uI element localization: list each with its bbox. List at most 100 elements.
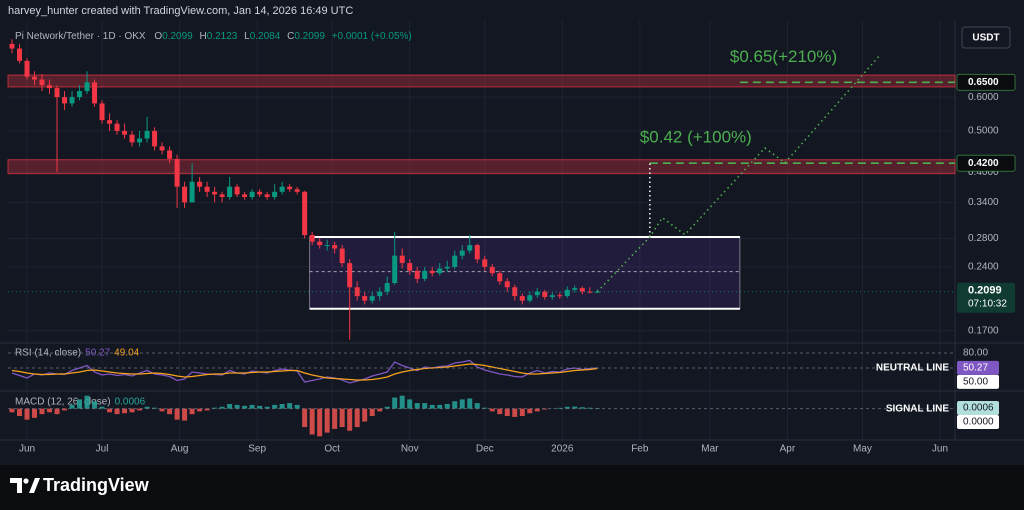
pane-value-tag: [957, 360, 999, 375]
candle-body: [107, 120, 113, 124]
candle-body: [437, 268, 443, 274]
candle-body: [279, 186, 285, 192]
histogram-bar: [144, 406, 150, 409]
open-value: 0.2099: [162, 31, 193, 42]
x-tick-label: Nov: [401, 444, 419, 455]
candle-body: [54, 88, 60, 98]
histogram-bar: [279, 404, 285, 409]
indicator-line: [11, 363, 598, 381]
candle-body: [197, 181, 203, 187]
candle-body: [39, 79, 45, 86]
histogram-bar: [219, 406, 225, 409]
x-tick-label: 2026: [551, 444, 574, 455]
footer-background: [0, 465, 1024, 510]
candle-body: [32, 76, 38, 80]
histogram-bar: [69, 404, 75, 409]
candle-body: [519, 296, 525, 301]
histogram-bar: [519, 408, 525, 416]
histogram-bar: [557, 407, 563, 409]
histogram-bar: [354, 408, 360, 428]
candle-body: [9, 43, 15, 49]
candle-body: [92, 82, 98, 104]
candle-body: [294, 189, 300, 192]
candle-body: [459, 250, 465, 256]
histogram-bar: [129, 408, 135, 413]
candle-body: [504, 281, 510, 288]
histogram-bar: [39, 408, 45, 415]
close-value: 0.2099: [294, 31, 325, 42]
histogram-bar: [137, 408, 143, 411]
histogram-bar: [257, 405, 263, 409]
histogram-bar: [369, 408, 375, 416]
candle-body: [399, 255, 405, 264]
candle-body: [264, 194, 270, 198]
candle-body: [129, 134, 135, 143]
histogram-bar: [167, 408, 173, 415]
y-tick-label: 0.4000: [968, 167, 999, 178]
range-box: [309, 236, 741, 310]
histogram-bar: [234, 404, 240, 409]
candle-body: [324, 245, 330, 247]
chart-background: [0, 0, 1024, 465]
currency-button-frame[interactable]: [961, 26, 1011, 49]
candle-body: [99, 103, 105, 121]
histogram-bar: [429, 404, 435, 409]
low-label: L: [244, 31, 250, 42]
symbol: Pi Network/Tether · 1D · OKX: [15, 31, 146, 42]
candle-body: [182, 186, 188, 203]
histogram-bar: [399, 395, 405, 409]
histogram-bar: [497, 408, 503, 415]
candle-body: [572, 288, 578, 290]
candle-body: [549, 295, 555, 297]
projection-path: [596, 54, 881, 293]
pane-tick-label: 80.00: [963, 348, 988, 359]
candle-body: [594, 291, 600, 293]
currency-button[interactable]: USDT: [961, 26, 1011, 49]
candle-body: [332, 245, 338, 249]
histogram-bar: [242, 405, 248, 409]
x-tick-label: Jun: [19, 444, 35, 455]
target-tag-label: 0.6500: [968, 77, 999, 88]
target-annotation: $0.65(+210%): [730, 47, 837, 66]
candle-body: [114, 123, 120, 131]
candle-body: [534, 291, 540, 296]
candle-body: [17, 48, 23, 61]
pane-value-tag-label: 50.27: [963, 363, 988, 374]
candle-body: [159, 146, 165, 151]
resistance-zone: [7, 74, 956, 88]
histogram-bar: [32, 408, 38, 418]
histogram-bar: [362, 408, 368, 422]
candle-body: [122, 130, 128, 135]
candle-body: [272, 191, 278, 198]
histogram-bar: [377, 408, 383, 412]
candle-body: [467, 245, 473, 251]
high-label: H: [200, 31, 207, 42]
credit: harvey_hunter created with TradingView.c…: [8, 5, 353, 17]
pane-tick-label: 0.0000: [963, 417, 994, 428]
histogram-bar: [24, 408, 30, 420]
candle-body: [489, 266, 495, 274]
y-tick-label: 0.2400: [968, 262, 999, 273]
x-tick-label: Apr: [780, 444, 796, 455]
currency[interactable]: USDT: [972, 33, 999, 44]
histogram-bar: [564, 406, 570, 409]
candle-body: [527, 295, 533, 301]
candle-body: [377, 291, 383, 297]
histogram-bar: [444, 404, 450, 409]
pane-value: 49.04: [114, 348, 139, 359]
pane-tick-label: 50.00: [963, 377, 988, 388]
candle-body: [189, 181, 195, 203]
low-value: 0.2084: [250, 31, 281, 42]
candle-body: [309, 235, 315, 242]
candle-body: [317, 241, 323, 246]
candle-body: [257, 191, 263, 195]
candle-body: [62, 97, 68, 104]
change: +0.0001 (+0.05%): [332, 31, 412, 42]
symbol-line: Pi Network/Tether · 1D · OKX O0.2099 H0.…: [15, 31, 412, 42]
histogram-bar: [474, 403, 480, 409]
close-label: C: [287, 31, 294, 42]
pane-value: 50.27: [85, 348, 110, 359]
pane-note: NEUTRAL LINE: [876, 363, 949, 374]
